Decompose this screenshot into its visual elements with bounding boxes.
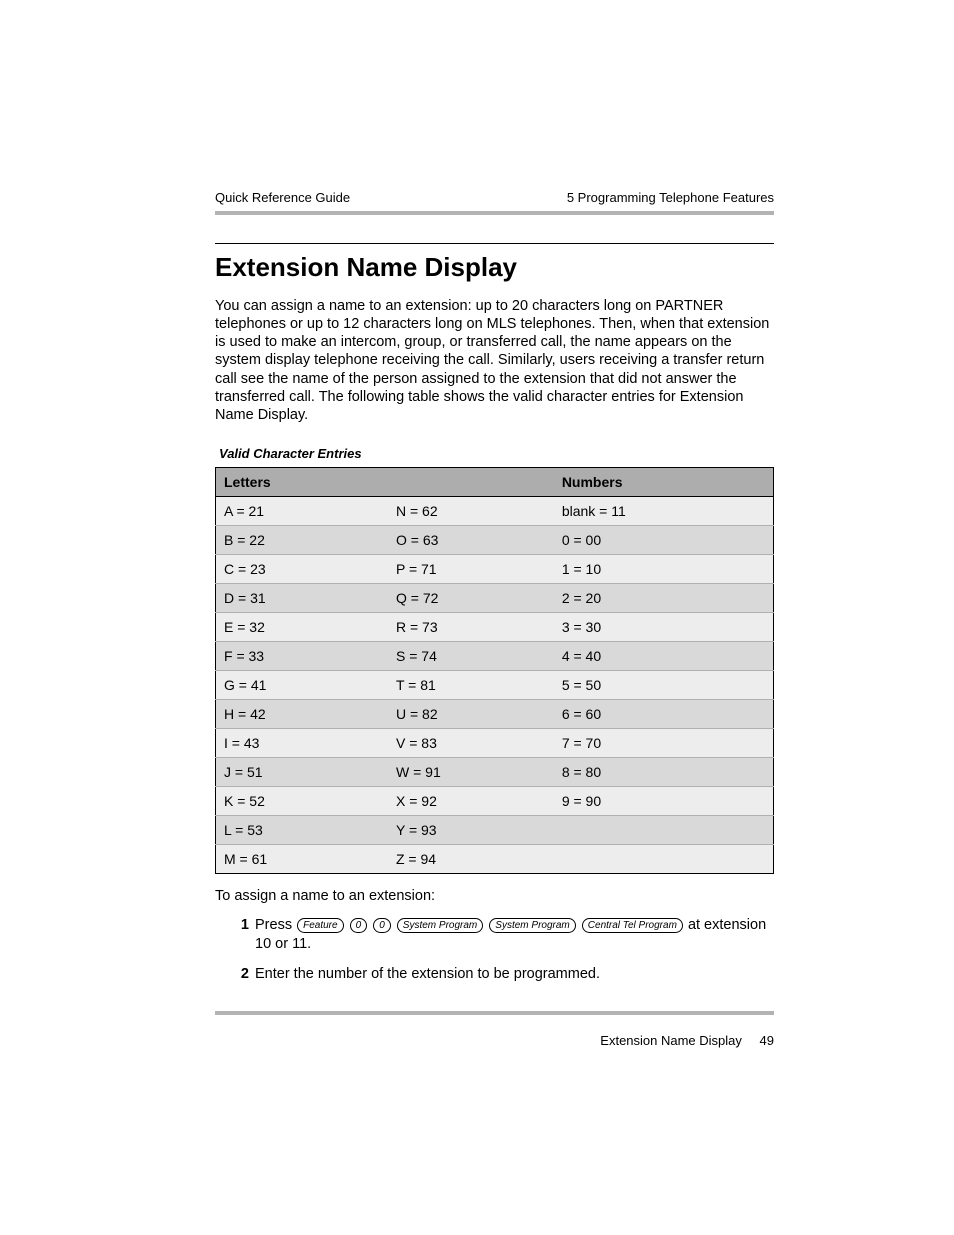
table-cell: M = 61 <box>216 844 388 873</box>
table-cell: K = 52 <box>216 786 388 815</box>
keycap: System Program <box>489 918 575 933</box>
table-cell: Q = 72 <box>388 583 554 612</box>
step-num: 1 <box>233 916 249 955</box>
intro-paragraph: You can assign a name to an extension: u… <box>215 297 774 424</box>
table-cell: B = 22 <box>216 525 388 554</box>
running-footer: Extension Name Display 49 <box>215 1033 774 1048</box>
footer-label: Extension Name Display <box>600 1033 742 1048</box>
table-row: J = 51W = 918 = 80 <box>216 757 774 786</box>
table-row: H = 42U = 826 = 60 <box>216 699 774 728</box>
running-header: Quick Reference Guide 5 Programming Tele… <box>215 190 774 205</box>
step-1: 1 Press Feature 0 0 System Program Syste… <box>233 916 774 955</box>
table-row: M = 61Z = 94 <box>216 844 774 873</box>
section-rule <box>215 243 774 244</box>
instruction-lead: To assign a name to an extension: <box>215 888 774 904</box>
page-title: Extension Name Display <box>215 252 774 283</box>
table-cell: V = 83 <box>388 728 554 757</box>
table-cell: N = 62 <box>388 496 554 525</box>
table-row: L = 53Y = 93 <box>216 815 774 844</box>
table-cell: U = 82 <box>388 699 554 728</box>
keycap: Central Tel Program <box>582 918 683 933</box>
table-cell: 4 = 40 <box>554 641 774 670</box>
table-cell: D = 31 <box>216 583 388 612</box>
table-cell: 8 = 80 <box>554 757 774 786</box>
header-right: 5 Programming Telephone Features <box>567 190 774 205</box>
table-cell: C = 23 <box>216 554 388 583</box>
col-header-numbers: Numbers <box>554 467 774 496</box>
keycap: 0 <box>373 918 391 933</box>
table-cell: 3 = 30 <box>554 612 774 641</box>
step-body: Press Feature 0 0 System Program System … <box>255 916 774 955</box>
keycap: 0 <box>350 918 368 933</box>
step-text-pre: Press <box>255 917 296 933</box>
table-row: F = 33S = 744 = 40 <box>216 641 774 670</box>
col-header-letters: Letters <box>216 467 388 496</box>
table-cell: 1 = 10 <box>554 554 774 583</box>
table-cell: 2 = 20 <box>554 583 774 612</box>
table-cell: blank = 11 <box>554 496 774 525</box>
table-cell: L = 53 <box>216 815 388 844</box>
table-row: E = 32R = 733 = 30 <box>216 612 774 641</box>
table-cell: 7 = 70 <box>554 728 774 757</box>
steps-list: 1 Press Feature 0 0 System Program Syste… <box>233 916 774 985</box>
table-cell: X = 92 <box>388 786 554 815</box>
table-cell: T = 81 <box>388 670 554 699</box>
table-cell: A = 21 <box>216 496 388 525</box>
table-cell: 0 = 00 <box>554 525 774 554</box>
table-cell: I = 43 <box>216 728 388 757</box>
table-row: G = 41T = 815 = 50 <box>216 670 774 699</box>
page-number: 49 <box>760 1033 774 1048</box>
keycap: System Program <box>397 918 483 933</box>
table-cell: W = 91 <box>388 757 554 786</box>
table-cell: O = 63 <box>388 525 554 554</box>
table-row: B = 22O = 630 = 00 <box>216 525 774 554</box>
table-row: D = 31Q = 722 = 20 <box>216 583 774 612</box>
table-cell: F = 33 <box>216 641 388 670</box>
table-cell <box>554 815 774 844</box>
table-cell: Z = 94 <box>388 844 554 873</box>
table-cell: E = 32 <box>216 612 388 641</box>
table-cell: Y = 93 <box>388 815 554 844</box>
table-cell: 5 = 50 <box>554 670 774 699</box>
table-cell: P = 71 <box>388 554 554 583</box>
table-row: C = 23P = 711 = 10 <box>216 554 774 583</box>
table-cell: 6 = 60 <box>554 699 774 728</box>
char-entries-table: Letters Numbers A = 21N = 62blank = 11B … <box>215 467 774 874</box>
table-cell: 9 = 90 <box>554 786 774 815</box>
keycap: Feature <box>297 918 343 933</box>
table-cell: H = 42 <box>216 699 388 728</box>
step-body: Enter the number of the extension to be … <box>255 965 600 985</box>
table-caption: Valid Character Entries <box>219 446 774 461</box>
table-row: A = 21N = 62blank = 11 <box>216 496 774 525</box>
table-row: I = 43V = 837 = 70 <box>216 728 774 757</box>
col-header-blank <box>388 467 554 496</box>
table-cell: J = 51 <box>216 757 388 786</box>
step-2: 2 Enter the number of the extension to b… <box>233 965 774 985</box>
table-cell: S = 74 <box>388 641 554 670</box>
table-cell: G = 41 <box>216 670 388 699</box>
footer-rule <box>215 1011 774 1015</box>
step-num: 2 <box>233 965 249 985</box>
table-cell <box>554 844 774 873</box>
header-rule <box>215 211 774 215</box>
table-row: K = 52X = 929 = 90 <box>216 786 774 815</box>
header-left: Quick Reference Guide <box>215 190 350 205</box>
table-cell: R = 73 <box>388 612 554 641</box>
